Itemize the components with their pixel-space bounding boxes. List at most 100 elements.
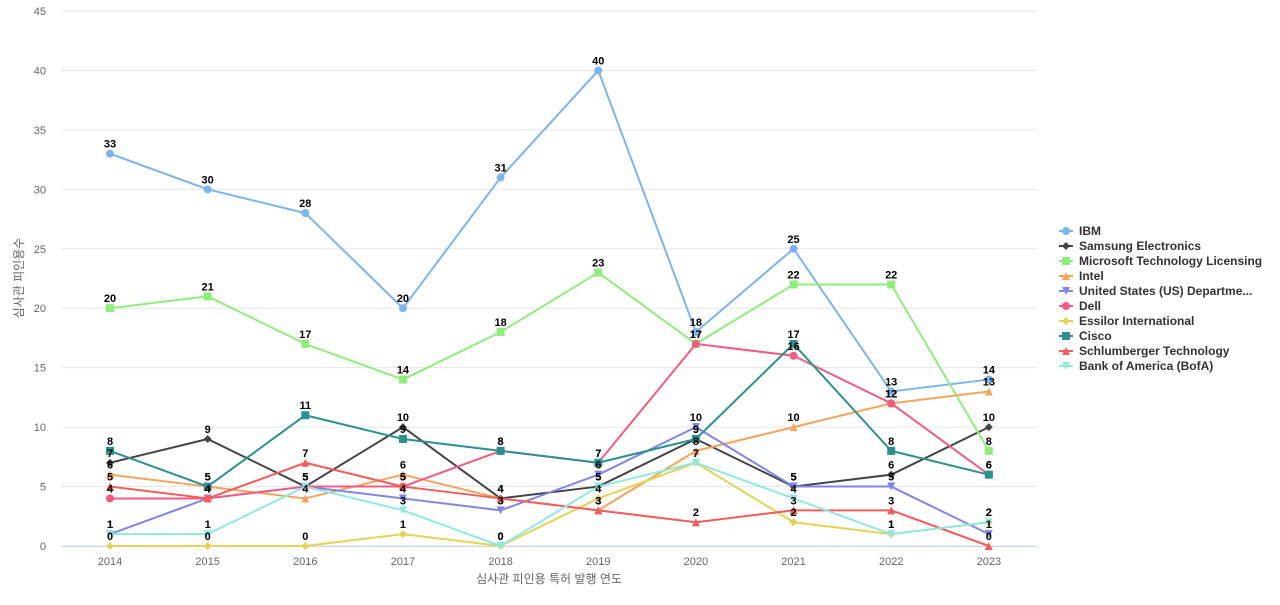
data-point	[984, 518, 993, 527]
series-line[interactable]	[109, 271, 990, 452]
data-label: 25	[787, 234, 799, 246]
data-label: 18	[690, 317, 702, 329]
data-label: 3	[595, 495, 601, 507]
legend-label: Microsoft Technology Licensing	[1079, 254, 1262, 268]
data-point	[789, 506, 798, 515]
data-label: 0	[498, 531, 504, 543]
data-label: 20	[397, 293, 409, 305]
series-group	[106, 66, 993, 550]
data-label: 8	[888, 436, 894, 448]
data-label: 4	[400, 483, 407, 495]
data-point	[789, 494, 798, 503]
data-point	[984, 470, 993, 479]
data-label: 5	[790, 472, 796, 484]
legend-label: Cisco	[1079, 329, 1112, 343]
data-point	[203, 292, 212, 301]
data-point	[984, 446, 993, 455]
legend-item[interactable]: Essilor International	[1059, 314, 1194, 328]
data-point	[398, 470, 407, 479]
data-label: 3	[790, 495, 796, 507]
data-label: 17	[690, 329, 702, 341]
data-label: 10	[787, 412, 799, 424]
data-point	[106, 470, 114, 479]
series-line[interactable]	[109, 342, 990, 488]
data-point	[789, 244, 798, 253]
data-label: 21	[202, 281, 214, 293]
data-label: 5	[400, 472, 406, 484]
data-label: 0	[205, 531, 211, 543]
data-label: 5	[595, 472, 601, 484]
data-label: 9	[400, 424, 406, 436]
legend-item[interactable]: Samsung Electronics	[1059, 239, 1201, 253]
data-point	[106, 530, 114, 539]
y-tick-label: 20	[34, 303, 46, 315]
data-point	[496, 494, 505, 503]
legend-item[interactable]: United States (US) Departme...	[1059, 284, 1252, 298]
legend-item[interactable]: Cisco	[1059, 329, 1112, 343]
series-9[interactable]	[106, 458, 993, 550]
data-point	[203, 435, 212, 443]
y-tick-label: 25	[34, 244, 46, 256]
data-point	[789, 482, 798, 491]
y-tick-label: 0	[40, 541, 46, 553]
data-label: 3	[888, 495, 894, 507]
legend-label: Samsung Electronics	[1079, 239, 1201, 253]
data-label: 2	[790, 507, 796, 519]
data-point	[789, 351, 798, 360]
data-point	[106, 458, 114, 467]
data-label: 20	[104, 293, 116, 305]
data-label: 7	[693, 448, 699, 460]
legend-item[interactable]: Microsoft Technology Licensing	[1059, 254, 1262, 268]
legend-symbol	[1062, 302, 1070, 310]
data-label: 17	[299, 329, 311, 341]
series-line[interactable]	[110, 461, 989, 547]
series-line[interactable]	[110, 461, 989, 547]
data-label: 18	[494, 317, 506, 329]
data-point	[496, 328, 505, 336]
data-label: 4	[595, 483, 602, 495]
data-point	[398, 506, 407, 515]
legend-symbol	[1062, 362, 1070, 370]
data-point	[594, 458, 603, 467]
data-point	[789, 518, 798, 527]
x-tick-label: 2015	[195, 556, 219, 568]
data-label: 16	[787, 341, 799, 353]
data-label: 4	[498, 483, 505, 495]
legend-item[interactable]: Schlumberger Technology	[1059, 344, 1230, 358]
data-point	[984, 530, 993, 539]
data-point	[691, 458, 700, 467]
legend-item[interactable]: Dell	[1059, 299, 1101, 313]
data-label: 1	[205, 519, 211, 531]
data-point	[887, 399, 896, 408]
data-label: 5	[790, 472, 796, 484]
data-label: 4	[790, 483, 797, 495]
series-line[interactable]	[109, 461, 990, 547]
data-label: 1	[107, 519, 113, 531]
legend-item[interactable]: Intel	[1059, 269, 1104, 283]
series-line[interactable]	[109, 69, 989, 393]
series-line[interactable]	[110, 342, 990, 500]
data-point	[301, 458, 310, 467]
data-label: 8	[498, 436, 504, 448]
legend-item[interactable]: Bank of America (BofA)	[1059, 359, 1213, 373]
series-7[interactable]	[106, 339, 993, 491]
data-point	[789, 280, 798, 289]
data-label: 8	[986, 436, 992, 448]
legend-label: Essilor International	[1079, 314, 1194, 328]
data-point	[398, 482, 407, 491]
data-label: 2	[986, 507, 992, 519]
data-point	[301, 411, 310, 420]
y-tick-label: 45	[34, 6, 46, 18]
series-4[interactable]	[106, 423, 993, 539]
series-8[interactable]	[106, 458, 993, 550]
series-0[interactable]	[106, 66, 993, 396]
data-point	[203, 482, 212, 491]
data-point	[887, 446, 896, 455]
data-label: 7	[302, 448, 308, 460]
legend-item[interactable]: IBM	[1059, 224, 1101, 238]
data-point	[984, 387, 993, 396]
data-label: 6	[888, 460, 894, 472]
data-point	[106, 304, 114, 313]
